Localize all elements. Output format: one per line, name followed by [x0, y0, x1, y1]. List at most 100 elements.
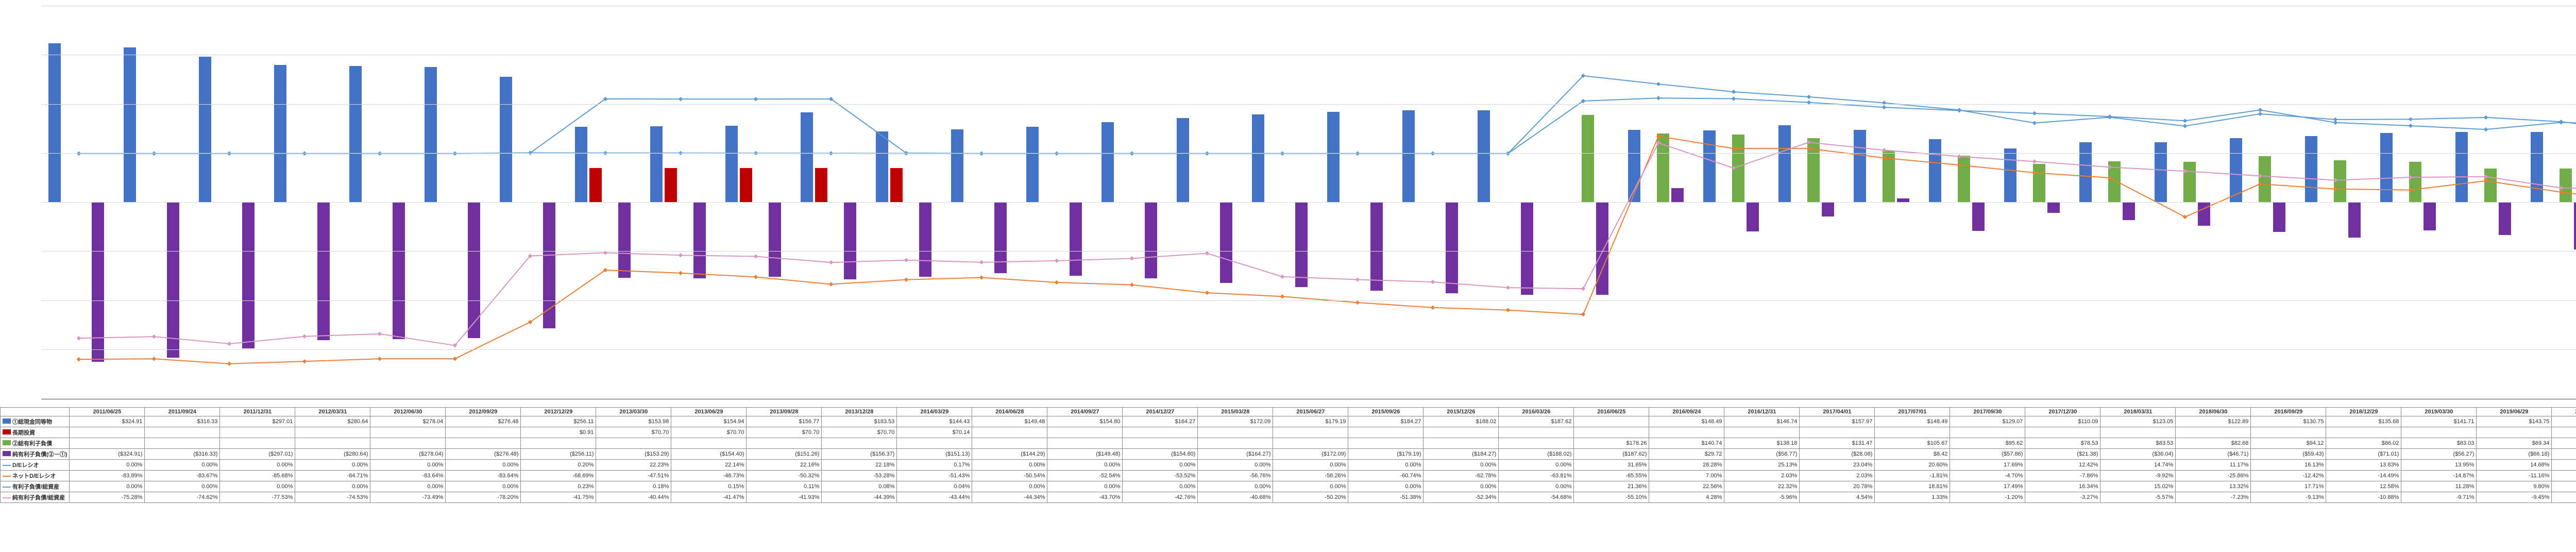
cell: $149.48 [972, 416, 1047, 427]
cell: -47.51% [596, 471, 671, 481]
cell [747, 438, 822, 449]
cell [295, 438, 370, 449]
cell: 12.42% [2025, 460, 2100, 471]
cell: -44.34% [972, 492, 1047, 503]
marker-netde [302, 359, 307, 363]
cell: -50.32% [747, 471, 822, 481]
cell [1123, 427, 1198, 438]
marker-de [2409, 117, 2413, 121]
cell: 0.00% [145, 460, 220, 471]
marker-ibd_ta [1656, 96, 1660, 100]
marker-netibd_ta [1581, 287, 1585, 291]
marker-netibd_ta [1130, 256, 1134, 260]
cell: 0.00% [1198, 460, 1273, 471]
cell: ($276.48) [446, 449, 521, 460]
cell [1123, 438, 1198, 449]
cell [1273, 438, 1348, 449]
cell: 0.00% [295, 460, 370, 471]
line-netibd_ta [79, 142, 2576, 345]
cell [370, 438, 446, 449]
cell: 18.81% [1875, 481, 1950, 492]
cell: 0.23% [521, 481, 596, 492]
cell: ($149.48) [1047, 449, 1123, 460]
cell: $86.02 [2326, 438, 2401, 449]
cell: 4.28% [1649, 492, 1724, 503]
cell: $82.68 [2176, 438, 2251, 449]
cell: $148.49 [1649, 416, 1724, 427]
cell: $157.97 [1800, 416, 1875, 427]
cell: 17.69% [1950, 460, 2025, 471]
cell: $129.07 [1950, 416, 2025, 427]
cell: $324.91 [70, 416, 145, 427]
marker-netibd_ta [77, 336, 81, 340]
cell: -75.28% [70, 492, 145, 503]
cell: $276.48 [446, 416, 521, 427]
cell: ($66.18) [2477, 449, 2552, 460]
marker-netde [1431, 305, 1435, 309]
cell: $256.11 [521, 416, 596, 427]
marker-netibd_ta [2333, 178, 2337, 182]
cell: -83.64% [370, 471, 446, 481]
cell: ($58.77) [1724, 449, 1800, 460]
cell: -44.39% [822, 492, 897, 503]
cell [2100, 427, 2176, 438]
marker-ibd_ta [1882, 105, 1886, 109]
marker-netibd_ta [1732, 166, 1736, 170]
cell: 0.00% [1047, 460, 1123, 471]
cell [1198, 438, 1273, 449]
marker-ibd_ta [1055, 152, 1059, 156]
cell [220, 427, 295, 438]
cell [1875, 427, 1950, 438]
marker-netde [453, 357, 457, 361]
cell: $70.70 [747, 427, 822, 438]
marker-netibd_ta [679, 253, 683, 257]
cell: -74.53% [295, 492, 370, 503]
cell: 0.00% [295, 481, 370, 492]
cell [220, 438, 295, 449]
cell: 28.28% [1649, 460, 1724, 471]
cell: -84.71% [295, 471, 370, 481]
cell: -83.89% [70, 471, 145, 481]
cell: 7.00% [1649, 471, 1724, 481]
cell: 14.74% [2100, 460, 2176, 471]
cell: ($164.27) [1198, 449, 1273, 460]
marker-netde [1807, 146, 1811, 150]
col-header: 2013/12/28 [822, 408, 897, 416]
marker-netibd_ta [1280, 275, 1284, 279]
cell: $95.62 [1950, 438, 2025, 449]
cell: ($278.04) [370, 449, 446, 460]
cell: 0.00% [1499, 460, 1574, 471]
cell: $297.01 [220, 416, 295, 427]
cell: 13.32% [2176, 481, 2251, 492]
cell: $83.03 [2401, 438, 2477, 449]
cell [897, 438, 972, 449]
marker-netde [152, 357, 156, 361]
cell: -7.23% [2176, 492, 2251, 503]
cell: $70.70 [822, 427, 897, 438]
cell: 2.03% [1800, 471, 1875, 481]
cell: -41.75% [521, 492, 596, 503]
marker-netde [378, 357, 382, 361]
cell: -4.70% [1950, 471, 2025, 481]
marker-netde [1581, 312, 1585, 316]
cell: -65.55% [1574, 471, 1649, 481]
marker-netibd_ta [227, 342, 231, 346]
marker-ibd_ta [1205, 152, 1209, 156]
viewport: (単位:百万USD) ①総現金同等物長期投資②総有利子負債純有利子負債(②－①)… [0, 0, 2576, 552]
marker-netibd_ta [1882, 148, 1886, 152]
col-header: 2017/09/30 [1950, 408, 2025, 416]
cell: $172.09 [1198, 416, 1273, 427]
cell: -9.13% [2251, 492, 2326, 503]
col-header: 2014/06/28 [972, 408, 1047, 416]
col-header: 2015/06/27 [1273, 408, 1348, 416]
cell: ($151.13) [897, 449, 972, 460]
cell: -14.87% [2401, 471, 2477, 481]
cell [1649, 427, 1724, 438]
cell: -54.68% [1499, 492, 1574, 503]
cell [1423, 427, 1499, 438]
cell: -85.68% [220, 471, 295, 481]
cell: -9.45% [2477, 492, 2552, 503]
marker-netibd_ta [979, 260, 984, 264]
marker-netde [77, 357, 81, 361]
cell: $70.14 [897, 427, 972, 438]
